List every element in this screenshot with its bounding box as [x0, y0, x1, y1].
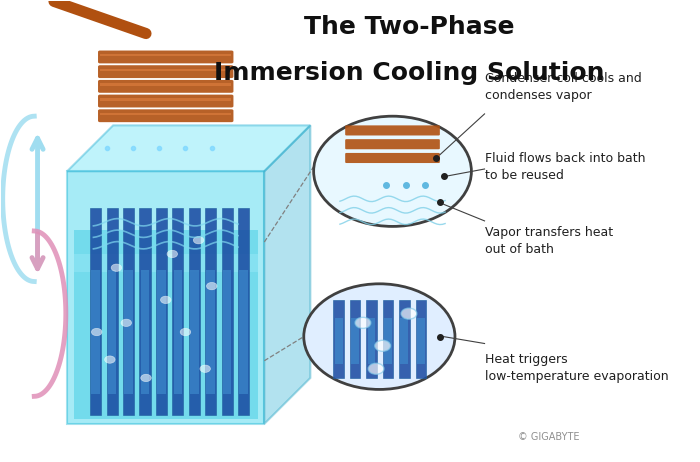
FancyBboxPatch shape — [106, 207, 118, 415]
FancyBboxPatch shape — [189, 207, 200, 415]
Text: The Two-Phase: The Two-Phase — [304, 15, 514, 39]
FancyBboxPatch shape — [92, 270, 100, 394]
FancyBboxPatch shape — [141, 270, 149, 394]
Polygon shape — [265, 125, 310, 424]
FancyBboxPatch shape — [98, 65, 233, 78]
Circle shape — [401, 308, 416, 319]
Circle shape — [104, 356, 115, 363]
FancyBboxPatch shape — [100, 98, 232, 101]
FancyBboxPatch shape — [366, 300, 377, 378]
FancyBboxPatch shape — [158, 270, 166, 394]
FancyBboxPatch shape — [90, 207, 101, 415]
FancyBboxPatch shape — [222, 207, 233, 415]
Circle shape — [167, 250, 178, 258]
FancyBboxPatch shape — [345, 139, 440, 149]
FancyBboxPatch shape — [206, 270, 215, 394]
FancyBboxPatch shape — [190, 270, 199, 394]
FancyBboxPatch shape — [345, 153, 440, 163]
Circle shape — [180, 328, 190, 336]
FancyBboxPatch shape — [383, 300, 393, 378]
Circle shape — [92, 328, 102, 336]
FancyBboxPatch shape — [98, 50, 233, 63]
FancyBboxPatch shape — [400, 318, 408, 364]
FancyBboxPatch shape — [125, 270, 133, 394]
Circle shape — [355, 317, 371, 328]
Circle shape — [374, 340, 391, 351]
FancyBboxPatch shape — [174, 270, 182, 394]
FancyBboxPatch shape — [139, 207, 150, 415]
Text: © GIGABYTE: © GIGABYTE — [519, 432, 580, 442]
FancyBboxPatch shape — [416, 318, 425, 364]
FancyBboxPatch shape — [345, 125, 440, 135]
FancyBboxPatch shape — [67, 171, 265, 424]
Circle shape — [314, 116, 471, 226]
FancyBboxPatch shape — [100, 113, 232, 115]
FancyBboxPatch shape — [351, 318, 359, 364]
FancyBboxPatch shape — [98, 95, 233, 108]
Text: Condenser coil cools and
condenses vapor: Condenser coil cools and condenses vapor — [484, 73, 641, 103]
Text: Heat triggers
low-temperature evaporation: Heat triggers low-temperature evaporatio… — [484, 353, 668, 383]
FancyBboxPatch shape — [123, 207, 134, 415]
FancyBboxPatch shape — [239, 270, 248, 394]
FancyBboxPatch shape — [100, 69, 232, 71]
Polygon shape — [67, 125, 310, 171]
FancyBboxPatch shape — [416, 300, 426, 378]
FancyBboxPatch shape — [335, 318, 342, 364]
FancyBboxPatch shape — [223, 270, 232, 394]
Circle shape — [304, 284, 455, 389]
Circle shape — [206, 282, 217, 290]
Text: Immersion Cooling Solution: Immersion Cooling Solution — [214, 61, 604, 85]
Circle shape — [160, 296, 171, 304]
Text: Vapor transfers heat
out of bath: Vapor transfers heat out of bath — [484, 226, 612, 256]
FancyBboxPatch shape — [98, 109, 233, 122]
FancyBboxPatch shape — [108, 270, 116, 394]
FancyBboxPatch shape — [350, 300, 360, 378]
FancyBboxPatch shape — [74, 230, 258, 419]
FancyBboxPatch shape — [399, 300, 409, 378]
FancyBboxPatch shape — [205, 207, 216, 415]
FancyBboxPatch shape — [384, 318, 392, 364]
Circle shape — [121, 319, 132, 327]
FancyBboxPatch shape — [172, 207, 183, 415]
Text: Fluid flows back into bath
to be reused: Fluid flows back into bath to be reused — [484, 152, 645, 182]
Circle shape — [111, 264, 122, 271]
Circle shape — [200, 365, 211, 372]
Circle shape — [368, 363, 384, 374]
FancyBboxPatch shape — [156, 207, 167, 415]
Circle shape — [193, 237, 204, 244]
FancyBboxPatch shape — [100, 83, 232, 86]
FancyBboxPatch shape — [98, 80, 233, 93]
FancyBboxPatch shape — [100, 54, 232, 56]
Circle shape — [141, 374, 151, 382]
FancyBboxPatch shape — [368, 318, 375, 364]
FancyBboxPatch shape — [333, 300, 344, 378]
FancyBboxPatch shape — [74, 254, 258, 272]
FancyBboxPatch shape — [238, 207, 249, 415]
